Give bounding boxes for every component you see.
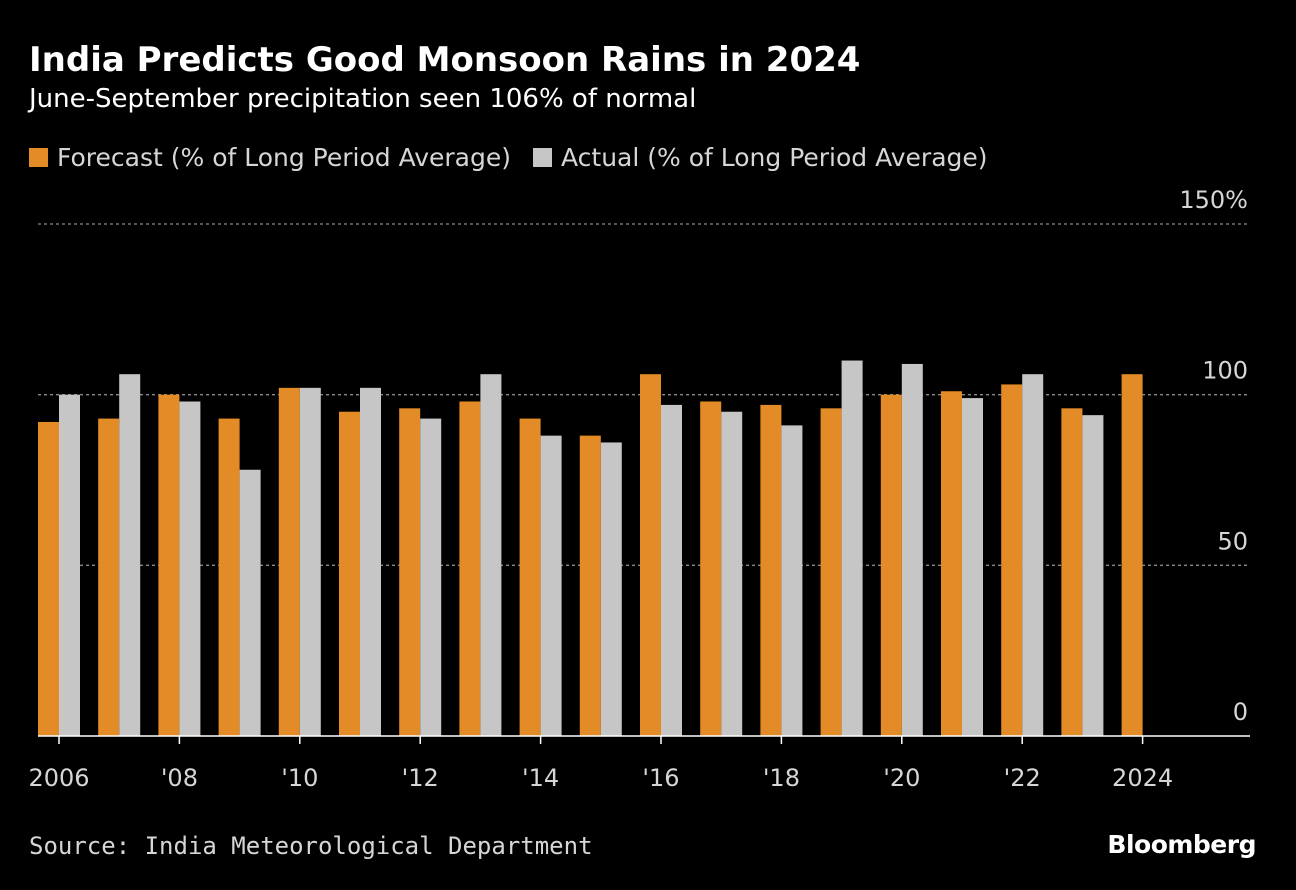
bar-actual-2010: [299, 387, 321, 736]
x-tick-label-2020: '20: [883, 764, 920, 792]
bar-forecast-2021: [941, 391, 962, 736]
x-tick-label-2012: '12: [402, 764, 439, 792]
bar-forecast-2009: [218, 418, 240, 736]
bar-forecast-2010: [278, 387, 300, 736]
x-tick-label-2018: '18: [763, 764, 800, 792]
bar-forecast-2024: [1121, 374, 1143, 736]
x-tick-label-2014: '14: [522, 764, 559, 792]
x-tick-label-2022: '22: [1004, 764, 1041, 792]
bloomberg-logo: Bloomberg: [1107, 830, 1256, 859]
bar-actual-2008: [179, 401, 201, 736]
x-tick-label-2008: '08: [161, 764, 198, 792]
bar-actual-2011: [360, 387, 381, 736]
bar-actual-2019: [841, 360, 863, 736]
legend-swatch-forecast: [29, 148, 48, 167]
legend-item-forecast: Forecast (% of Long Period Average): [29, 143, 511, 172]
legend-swatch-actual: [533, 148, 552, 167]
source-note: Source: India Meteorological Department: [29, 832, 593, 860]
bar-forecast-2011: [339, 411, 360, 736]
bar-forecast-2008: [158, 394, 180, 736]
bar-actual-2014: [540, 435, 562, 736]
bar-forecast-2007: [98, 418, 120, 736]
bar-forecast-2014: [519, 418, 541, 736]
x-tick-label-2024: 2024: [1112, 764, 1173, 792]
y-tick-label-50: 50: [1217, 527, 1248, 555]
bar-actual-2009: [239, 469, 261, 736]
bar-forecast-2016: [640, 374, 661, 736]
bar-actual-2006: [59, 394, 80, 736]
bar-actual-2012: [420, 418, 442, 736]
x-tick-label-2006: 2006: [28, 764, 89, 792]
y-tick-label-100: 100: [1202, 357, 1248, 385]
bar-actual-2018: [781, 425, 803, 736]
bar-actual-2020: [901, 363, 923, 736]
y-tick-label-0: 0: [1233, 698, 1248, 726]
bar-forecast-2022: [1001, 384, 1023, 736]
bar-forecast-2006: [38, 421, 59, 736]
bar-actual-2016: [661, 404, 682, 736]
bar-actual-2013: [480, 374, 502, 736]
bar-forecast-2012: [399, 408, 421, 736]
chart-subtitle: June-September precipitation seen 106% o…: [29, 84, 697, 114]
bar-forecast-2017: [700, 401, 722, 736]
legend-label-forecast: Forecast (% of Long Period Average): [57, 143, 511, 172]
x-tick-label-2016: '16: [642, 764, 679, 792]
bar-actual-2021: [962, 398, 983, 736]
bar-forecast-2020: [880, 394, 902, 736]
bar-actual-2015: [600, 442, 622, 736]
bar-actual-2023: [1082, 415, 1104, 736]
bar-forecast-2019: [820, 408, 842, 736]
bar-forecast-2018: [760, 404, 782, 736]
bar-forecast-2013: [459, 401, 481, 736]
y-tick-label-150: 150%: [1179, 186, 1248, 214]
bar-actual-2007: [119, 374, 141, 736]
chart-legend: Forecast (% of Long Period Average) Actu…: [29, 143, 1010, 172]
bar-forecast-2015: [579, 435, 601, 736]
legend-label-actual: Actual (% of Long Period Average): [561, 143, 988, 172]
bar-actual-2022: [1022, 374, 1044, 736]
bar-forecast-2023: [1061, 408, 1083, 736]
chart-title: India Predicts Good Monsoon Rains in 202…: [29, 40, 861, 80]
bar-actual-2017: [721, 411, 743, 736]
legend-item-actual: Actual (% of Long Period Average): [533, 143, 988, 172]
x-tick-label-2010: '10: [281, 764, 318, 792]
